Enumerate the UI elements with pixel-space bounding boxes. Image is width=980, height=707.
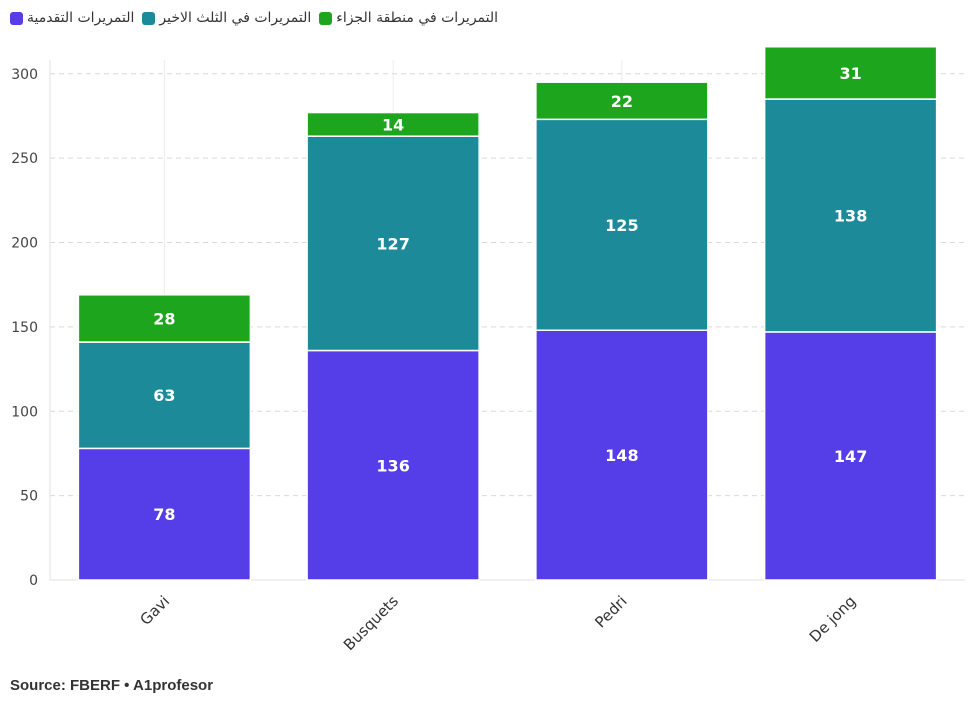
y-tick-label: 150: [11, 320, 38, 336]
data-label: 127: [376, 234, 409, 253]
data-label: 63: [153, 386, 175, 405]
stacked-bar-chart: 0 50 100 150 200 250 300 78 63 28 Gavi 136 127 14 Busq…: [11, 46, 965, 654]
legend-label: التمريرات في الثلث الاخير: [159, 10, 312, 26]
x-tick-label: Gavi: [137, 592, 174, 629]
x-tick-label: Busquets: [340, 592, 402, 654]
data-label: 148: [605, 446, 638, 465]
bar-segment: [763, 331, 938, 581]
legend-swatch: [319, 11, 333, 25]
legend-swatch: [10, 11, 23, 25]
bar-segment: [77, 341, 252, 450]
legend-swatch: [142, 11, 156, 25]
data-label: 138: [834, 207, 867, 226]
bar-segment: [306, 349, 480, 581]
x-tick-label: Pedri: [591, 592, 630, 631]
y-tick-label: 250: [11, 151, 38, 167]
legend: التمريرات التقدمية التمريرات في الثلث الا…: [10, 6, 498, 30]
bar-segment: [763, 98, 938, 333]
data-label: 78: [153, 505, 175, 524]
legend-label: التمريرات التقدمية: [27, 10, 135, 26]
bar-segment: [306, 135, 480, 352]
bar-segment: [306, 111, 480, 137]
y-tick-label: 200: [11, 236, 38, 252]
data-label: 14: [382, 115, 404, 134]
legend-item: التمريرات في الثلث الاخير: [142, 10, 311, 26]
legend-label: التمريرات في منطقة الجزاء: [336, 10, 499, 26]
source-caption: Source: FBERF • A1profesor: [10, 677, 214, 694]
x-tick-label: De jong: [806, 592, 860, 646]
y-tick-label: 100: [11, 404, 38, 420]
y-tick-label: 50: [20, 489, 38, 505]
bar-segment: [535, 118, 709, 331]
data-label: 31: [839, 64, 861, 83]
y-tick-label: 0: [29, 573, 38, 589]
bar-segment: [77, 447, 252, 581]
bar-segment: [763, 46, 938, 100]
bar-segment: [77, 294, 252, 343]
data-label: 28: [153, 309, 175, 328]
bar-segment: [535, 81, 709, 121]
bar-segment: [535, 329, 709, 581]
data-label: 125: [605, 216, 638, 235]
data-label: 22: [611, 92, 633, 111]
y-tick-label: 300: [11, 67, 38, 83]
data-label: 136: [376, 456, 409, 475]
data-label: 147: [834, 447, 867, 466]
legend-item: التمريرات في منطقة الجزاء: [319, 10, 498, 26]
legend-item: التمريرات التقدمية: [10, 10, 134, 26]
